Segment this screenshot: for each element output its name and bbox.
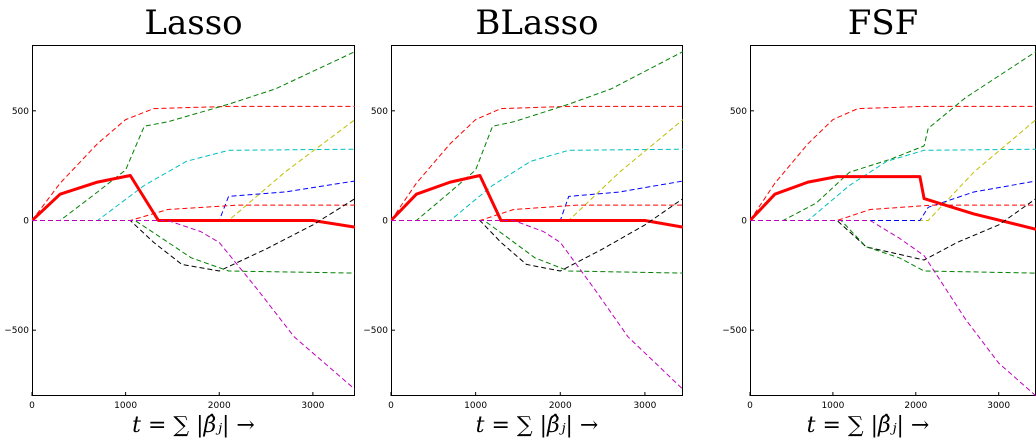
x-tick-label: 2000 [904,401,927,411]
x-tick-label: 3000 [633,401,656,411]
y-tick-label: −500 [4,326,29,336]
y-tick-label: 0 [741,217,747,227]
series-line-highlighted [750,175,1036,231]
chart-panel-2: BLasso −500 0 500 0 1000 2000 3000 t = ∑ |β̂ⱼ| → [363,3,683,438]
y-tick-label: −500 [363,326,388,336]
y-tick-label: 0 [23,217,29,227]
x-tick-label: 3000 [987,401,1010,411]
series-line-9 [391,220,683,274]
y-tick-label: 500 [730,107,747,117]
x-tick-label: 1000 [821,401,844,411]
y-tick-label: 0 [382,217,388,227]
series-line-1 [391,105,683,221]
x-tick-label: 0 [29,401,35,411]
x-tick-label: 1000 [464,401,487,411]
series-line-2 [391,51,683,221]
chart-panel-3: FSF −500 0 500 0 1000 2000 3000 t = ∑ |β̂ⱼ| → [722,3,1036,438]
chart-title: FSF [848,3,918,43]
series-group [32,51,355,390]
chart-panel-1: Lasso −500 0 500 0 1000 2000 3000 t = ∑ |β̂ⱼ| → [4,3,355,438]
chart-title: Lasso [144,3,242,43]
series-group [750,51,1036,396]
x-tick-label: 3000 [301,401,324,411]
series-line-8 [391,198,683,272]
x-tick-label: 0 [747,401,753,411]
series-group [391,51,683,390]
chart-title: BLasso [475,3,598,43]
x-tick-label: 1000 [114,401,137,411]
x-axis-label: t = ∑ |β̂ⱼ| → [807,413,930,438]
series-line-10 [32,220,355,390]
series-line-2 [32,51,355,221]
x-tick-label: 2000 [549,401,572,411]
series-line-1 [32,105,355,221]
series-line-highlighted [391,174,683,229]
series-line-10 [750,220,1036,396]
series-line-highlighted [32,174,355,229]
y-tick-label: 500 [12,107,29,117]
series-line-3 [32,148,355,221]
series-line-8 [32,198,355,272]
series-line-1 [750,105,1036,221]
series-line-8 [750,198,1036,261]
x-axis-label: t = ∑ |β̂ⱼ| → [476,413,599,438]
x-tick-label: 0 [388,401,394,411]
x-axis-label: t = ∑ |β̂ⱼ| → [132,413,255,438]
y-tick-label: −500 [722,326,747,336]
series-line-10 [391,220,683,390]
y-tick-label: 500 [371,107,388,117]
x-tick-label: 2000 [208,401,231,411]
